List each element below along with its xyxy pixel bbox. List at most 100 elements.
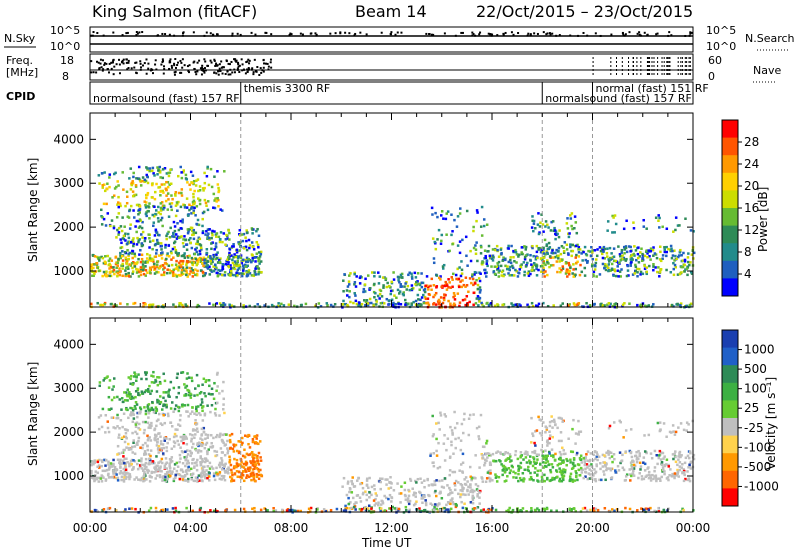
data-cell xyxy=(245,248,249,252)
data-cell xyxy=(228,257,231,261)
data-cell xyxy=(199,474,203,477)
data-cell xyxy=(688,456,691,460)
data-cell xyxy=(212,255,216,258)
data-cell xyxy=(229,475,232,479)
data-cell xyxy=(150,424,153,428)
data-cell xyxy=(472,229,475,233)
data-cell xyxy=(148,257,152,260)
data-cell xyxy=(185,243,189,246)
nsky-point xyxy=(670,34,673,37)
data-cell xyxy=(159,422,163,425)
data-cell xyxy=(463,482,467,486)
data-cell xyxy=(496,266,500,270)
data-cell xyxy=(420,497,424,500)
data-cell xyxy=(374,298,378,302)
freq-point xyxy=(196,61,199,64)
data-cell xyxy=(186,480,190,483)
data-cell xyxy=(293,304,296,308)
nsky-point xyxy=(471,31,474,34)
data-cell xyxy=(244,468,247,471)
data-cell xyxy=(375,494,379,497)
data-cell xyxy=(688,479,692,483)
data-cell xyxy=(176,253,179,256)
data-cell xyxy=(506,457,510,460)
data-cell xyxy=(218,258,221,262)
data-cell xyxy=(439,490,442,494)
data-cell xyxy=(432,261,436,265)
data-cell xyxy=(503,452,506,456)
data-cell xyxy=(586,466,589,469)
data-cell xyxy=(195,464,199,467)
data-cell xyxy=(659,458,663,461)
data-cell xyxy=(184,303,187,306)
data-cell xyxy=(210,231,214,235)
data-cell xyxy=(427,493,430,497)
data-cell xyxy=(443,284,447,288)
data-cell xyxy=(126,408,129,412)
data-cell xyxy=(138,211,141,214)
data-cell xyxy=(325,302,329,305)
data-cell xyxy=(123,225,126,228)
data-cell xyxy=(90,302,93,306)
data-cell xyxy=(184,435,187,438)
data-cell xyxy=(184,457,188,461)
data-cell xyxy=(175,469,179,473)
data-cell xyxy=(669,270,673,274)
data-cell xyxy=(353,281,357,284)
data-cell xyxy=(471,496,474,499)
data-cell xyxy=(185,178,189,181)
data-cell xyxy=(449,455,452,459)
freq-point xyxy=(204,60,207,63)
data-cell xyxy=(212,253,215,257)
data-cell xyxy=(230,471,234,474)
data-cell xyxy=(436,238,439,241)
data-cell xyxy=(199,258,203,261)
data-cell xyxy=(349,488,352,491)
data-cell xyxy=(514,303,518,306)
data-cell xyxy=(179,227,183,230)
data-cell xyxy=(133,301,137,305)
data-cell xyxy=(191,429,195,432)
data-cell xyxy=(158,474,162,477)
data-cell xyxy=(116,458,120,462)
data-cell xyxy=(132,466,135,469)
data-cell xyxy=(453,426,457,430)
data-cell xyxy=(212,269,216,273)
data-cell xyxy=(477,298,481,302)
data-cell xyxy=(649,258,652,261)
data-cell xyxy=(168,388,171,392)
data-cell xyxy=(397,302,400,306)
data-cell xyxy=(177,443,181,446)
data-cell xyxy=(573,215,577,218)
data-cell xyxy=(440,210,444,213)
data-cell xyxy=(541,223,545,226)
data-cell xyxy=(174,194,177,197)
freq-point xyxy=(238,71,241,74)
data-cell xyxy=(545,465,548,468)
data-cell xyxy=(454,505,458,509)
nsky-point xyxy=(309,32,312,35)
data-cell xyxy=(601,465,605,468)
data-cell xyxy=(643,254,647,258)
data-cell xyxy=(686,266,690,269)
data-cell xyxy=(191,268,195,272)
data-cell xyxy=(116,425,119,428)
data-cell xyxy=(560,268,563,272)
data-cell xyxy=(149,303,152,307)
data-cell xyxy=(153,205,156,209)
data-cell xyxy=(201,383,204,386)
data-cell xyxy=(442,217,445,220)
data-cell xyxy=(241,454,245,458)
data-cell xyxy=(451,433,454,436)
data-cell xyxy=(460,422,464,426)
data-cell xyxy=(449,304,452,308)
data-cell xyxy=(215,373,219,376)
data-cell xyxy=(381,501,385,505)
data-cell xyxy=(436,504,439,508)
data-cell xyxy=(226,449,230,453)
data-cell xyxy=(172,235,175,238)
data-cell xyxy=(121,237,125,240)
data-cell xyxy=(544,225,547,228)
data-cell xyxy=(196,178,200,181)
